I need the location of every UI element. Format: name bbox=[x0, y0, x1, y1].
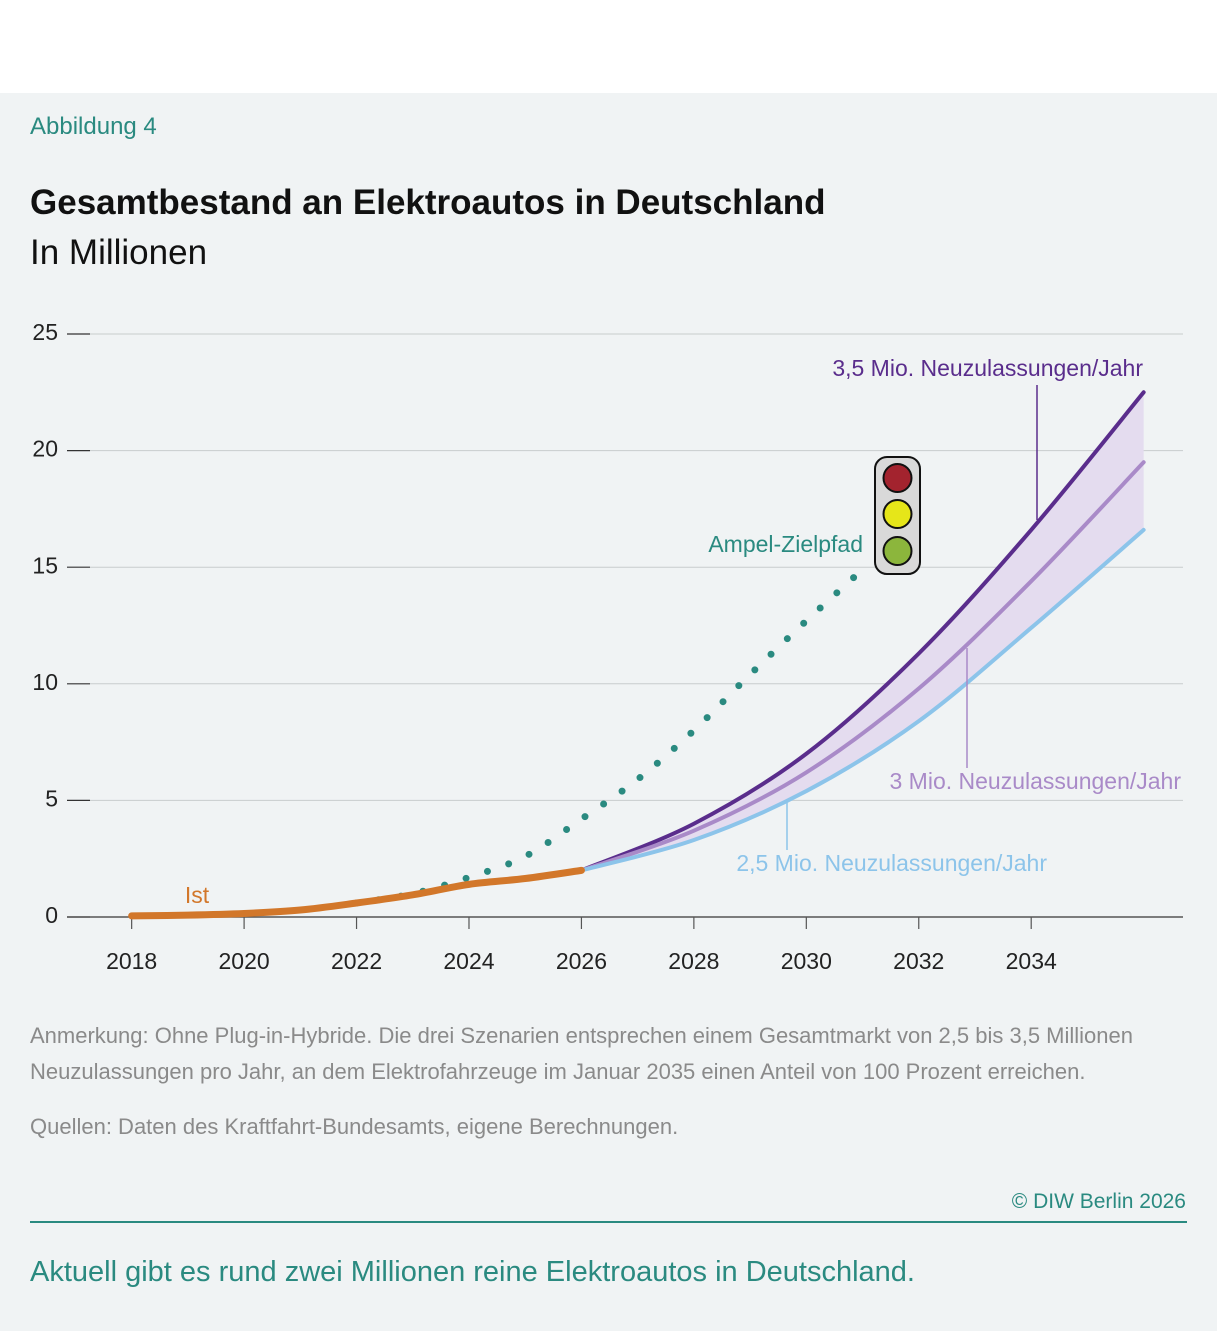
chart-subtitle: In Millionen bbox=[30, 233, 208, 272]
series-line bbox=[579, 527, 1146, 873]
series-label: 3,5 Mio. Neuzulassungen/Jahr bbox=[832, 355, 1143, 381]
chart-title: Gesamtbestand an Elektroautos in Deutsch… bbox=[30, 183, 826, 222]
divider bbox=[30, 1221, 1187, 1223]
note: Anmerkung: Ohne Plug-in-Hybride. Die dre… bbox=[30, 1023, 1133, 1084]
x-tick-label: 2030 bbox=[781, 948, 832, 974]
y-tick-label: 0 bbox=[45, 902, 58, 928]
y-tick-label: 5 bbox=[45, 785, 58, 811]
figure-label: Abbildung 4 bbox=[30, 113, 157, 140]
y-tick-label: 25 bbox=[32, 319, 58, 345]
x-tick-label: 2028 bbox=[668, 948, 719, 974]
series-label: Ampel-Zielpfad bbox=[708, 531, 863, 557]
y-tick-label: 15 bbox=[32, 552, 58, 578]
series-line bbox=[128, 866, 585, 920]
x-tick-label: 2020 bbox=[219, 948, 270, 974]
x-tick-label: 2034 bbox=[1006, 948, 1057, 974]
series-label: Ist bbox=[185, 882, 210, 908]
series-label: 3 Mio. Neuzulassungen/Jahr bbox=[890, 768, 1182, 794]
x-tick-label: 2024 bbox=[443, 948, 494, 974]
x-tick-label: 2022 bbox=[331, 948, 382, 974]
x-tick-label: 2026 bbox=[556, 948, 607, 974]
x-tick-label: 2018 bbox=[106, 948, 157, 974]
source: Quellen: Daten des Kraftfahrt-Bundesamts… bbox=[30, 1114, 679, 1139]
series-line bbox=[353, 566, 867, 907]
series-line bbox=[579, 390, 1146, 873]
series-label: 2,5 Mio. Neuzulassungen/Jahr bbox=[736, 850, 1047, 876]
series-line bbox=[579, 460, 1146, 873]
x-tick-label: 2032 bbox=[893, 948, 944, 974]
panel bbox=[0, 93, 1217, 1331]
traffic-light bbox=[874, 456, 921, 575]
caption: Aktuell gibt es rund zwei Millionen rein… bbox=[30, 1256, 915, 1288]
scenario-band bbox=[581, 392, 1144, 871]
y-tick-label: 10 bbox=[32, 669, 58, 695]
copyright: © DIW Berlin 2026 bbox=[1011, 1190, 1186, 1213]
y-tick-label: 20 bbox=[32, 436, 58, 462]
